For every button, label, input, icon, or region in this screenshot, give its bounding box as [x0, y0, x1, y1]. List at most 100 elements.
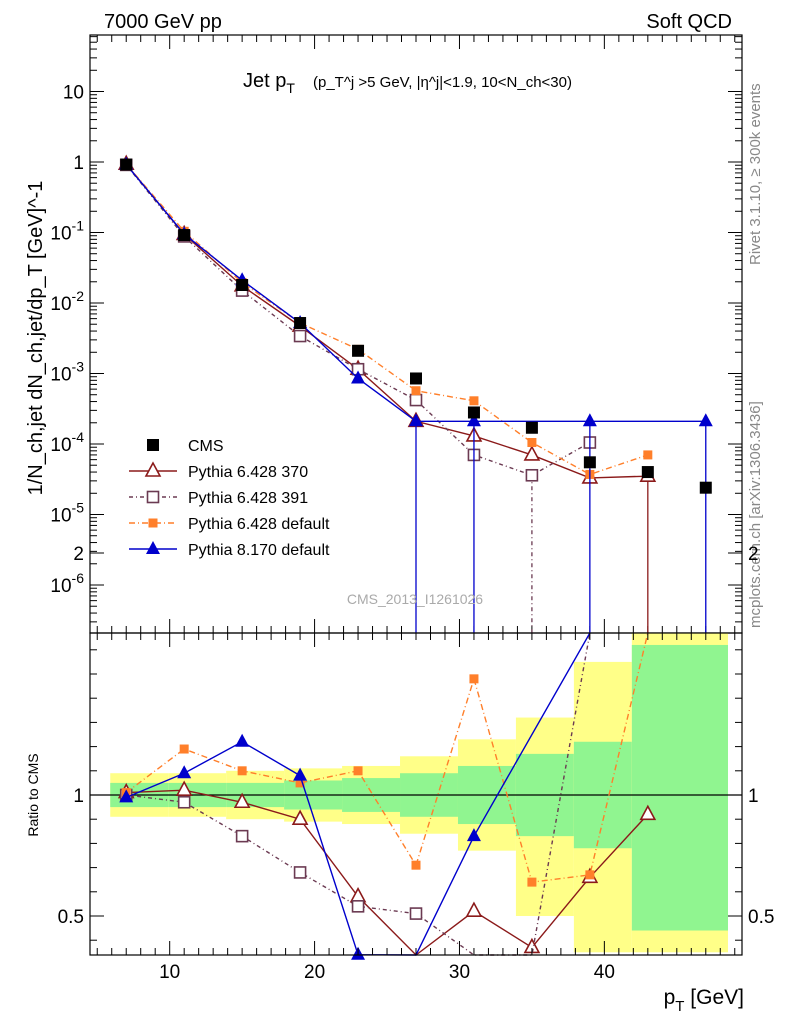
legend: CMS Pythia 6.428 370 Pythia 6.428 391 Pythi… [129, 438, 330, 559]
data-point [236, 279, 249, 292]
header-left: 7000 GeV pp [104, 11, 222, 33]
ratio-point [237, 766, 247, 776]
ratio-line [126, 789, 649, 956]
ratio-y-tick-label: 0.5 [58, 907, 84, 928]
ratio-point [177, 765, 192, 779]
y-tick-label: 10-5 [50, 500, 84, 527]
ratio-y-tick-label: 1 [73, 786, 84, 807]
ratio-point [411, 860, 421, 870]
ratio-panel: 0.5 0.5 1 1 2 2 10 20 30 40 Ratio to CMS [25, 544, 774, 983]
data-point [410, 372, 422, 385]
ratio-point [291, 809, 309, 826]
main-panel: 10 1 10-1 10-2 10-3 10-4 10-5 10-6 Jet pT (p_T^… [25, 34, 743, 634]
ratio-point [639, 804, 657, 821]
ratio-point [233, 792, 251, 809]
rivet-label: Rivet 3.1.10, ≥ 300k events [747, 83, 764, 265]
data-point [523, 445, 541, 461]
ratio-point [353, 766, 363, 776]
legend-label: CMS [188, 438, 224, 455]
ratio-point [466, 828, 481, 842]
legend-label: Pythia 6.428 391 [188, 490, 308, 507]
x-tick-label: 20 [304, 962, 325, 983]
mcplots-label: mcplots.cern.ch [arXiv:1306.3436] [747, 401, 764, 628]
ratio-point [465, 901, 483, 917]
data-point [467, 406, 480, 419]
x-tick-label: 30 [449, 962, 470, 983]
data-point [409, 393, 423, 407]
green-band [631, 644, 728, 931]
x-tick-label: 10 [159, 962, 180, 983]
data-point [120, 158, 133, 171]
data-point [525, 421, 538, 434]
y-tick-label: 1 [73, 153, 84, 174]
plot-title: Jet pT [243, 70, 295, 96]
ratio-point [409, 907, 423, 920]
x-tick-label: 40 [594, 962, 615, 983]
ratio-point [119, 789, 134, 803]
legend-label: Pythia 6.428 370 [188, 464, 308, 481]
y-tick-label: 10-2 [50, 288, 84, 315]
ratio-point [585, 870, 595, 880]
legend-marker [146, 490, 160, 504]
ratio-point [293, 866, 307, 879]
data-point [178, 229, 191, 242]
legend-label: Pythia 6.428 default [188, 516, 330, 533]
ratio-line [125, 632, 591, 956]
data-point [582, 413, 597, 427]
legend-marker [146, 541, 160, 554]
plot-title-condition: (p_T^j >5 GeV, |η^j|<1.9, 10<N_ch<30) [313, 74, 572, 91]
ratio-point [175, 780, 193, 796]
y-tick-label: 10-3 [50, 359, 84, 386]
data-point [527, 438, 537, 448]
ratio-ylabel: Ratio to CMS [25, 753, 41, 836]
data-point [525, 468, 539, 482]
main-series [117, 154, 713, 633]
ratio-point [293, 767, 308, 781]
legend-marker [148, 518, 158, 528]
data-point [643, 450, 653, 460]
series-pythia-6-428-370 [117, 154, 657, 633]
watermark: CMS_2013_I1261026 [347, 591, 483, 607]
ratio-point [527, 877, 537, 887]
series-line [125, 164, 591, 477]
legend-marker [144, 461, 162, 477]
y-tick-label: 10-6 [50, 570, 84, 597]
data-point [351, 370, 366, 384]
data-point [469, 396, 479, 406]
series-line [125, 163, 649, 476]
y-tick-label: 10-4 [50, 429, 84, 456]
ratio-axes: 0.5 0.5 1 1 2 2 10 20 30 40 [58, 544, 775, 983]
ratio-point [179, 744, 189, 754]
data-point [466, 413, 481, 427]
series-pythia-6-428-default [121, 159, 653, 479]
ratio-point [177, 795, 191, 809]
ratio-point [235, 733, 250, 747]
header-right: Soft QCD [646, 11, 732, 33]
series-pythia-6-428-391 [119, 158, 597, 633]
y-tick-label: 10-1 [50, 218, 84, 245]
ratio-line [125, 632, 649, 883]
legend-marker [147, 439, 159, 451]
series-cms [120, 158, 712, 494]
series-line [125, 163, 648, 479]
data-point [583, 456, 596, 469]
data-point [698, 413, 713, 427]
ratio-point [469, 674, 479, 684]
ratio-point [351, 900, 365, 913]
data-point [352, 344, 365, 357]
ratio-y-tick-label-right: 1 [748, 786, 759, 807]
data-point [641, 466, 654, 479]
y-tick-label: 10 [63, 83, 84, 104]
legend-label: Pythia 8.170 default [188, 542, 330, 559]
ratio-y-tick-label-right: 0.5 [748, 907, 774, 928]
ratio-bands [110, 633, 728, 953]
ratio-point [235, 829, 249, 843]
data-point [411, 386, 421, 396]
ratio-y-tick-label-right: 2 [748, 544, 759, 565]
main-ylabel: 1/N_ch,jet dN_ch,jet/dp_T [GeV]^-1 [25, 181, 47, 496]
data-point [293, 329, 307, 343]
data-point [699, 481, 712, 494]
x-axis-label: pT [GeV] [664, 986, 744, 1015]
ratio-y-tick-label: 2 [73, 544, 84, 565]
